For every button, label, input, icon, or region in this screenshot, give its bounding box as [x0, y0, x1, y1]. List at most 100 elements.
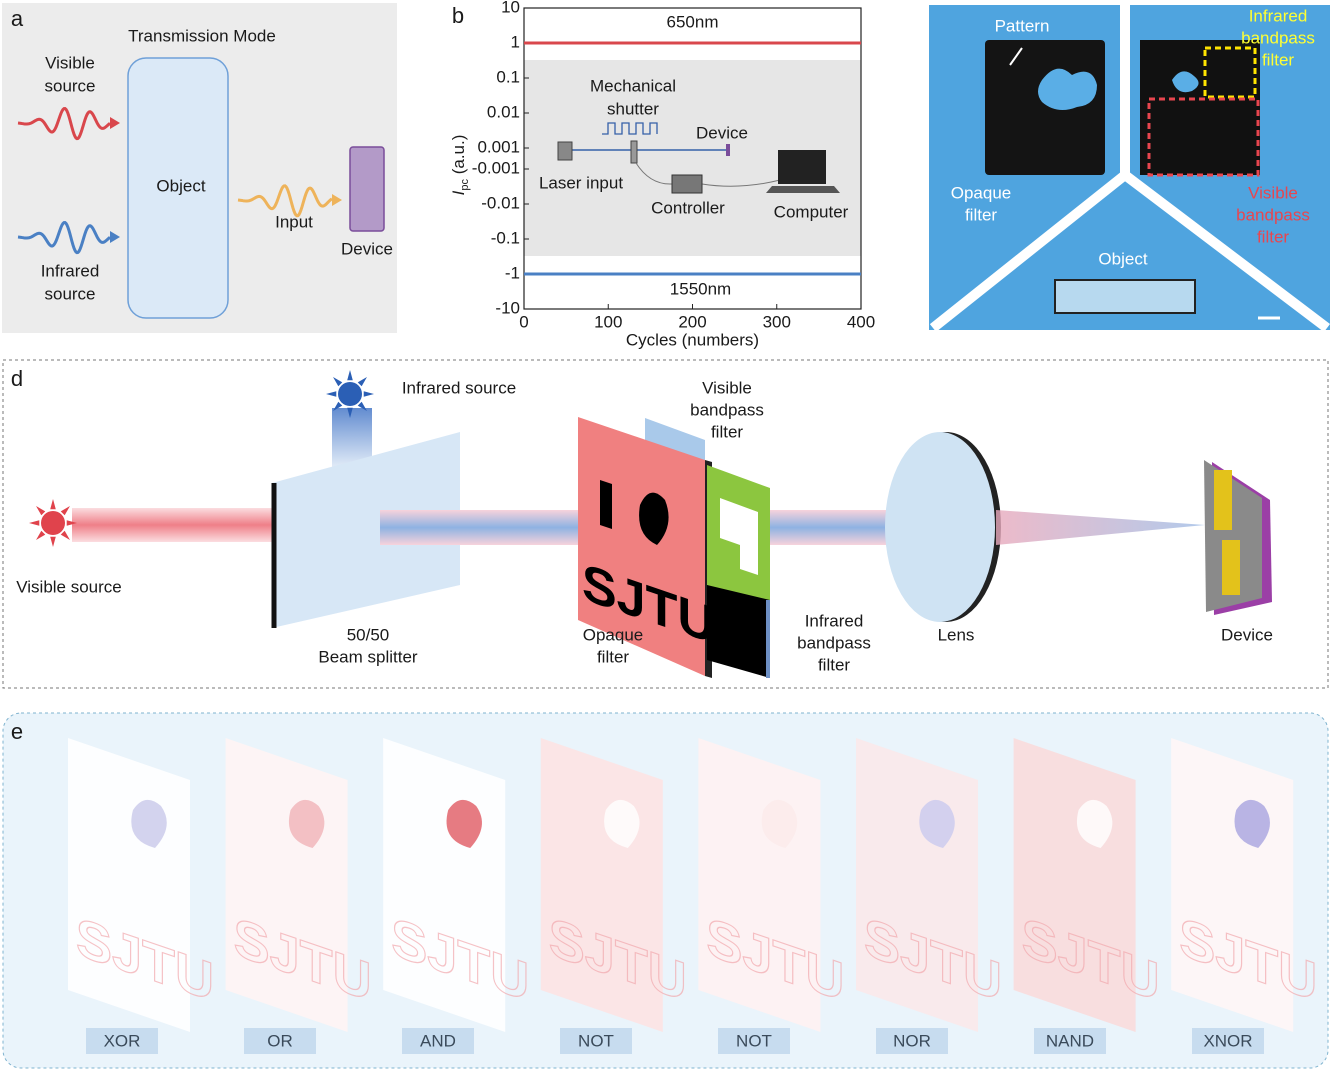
bandpass-filter-photo: [1140, 40, 1260, 175]
y-tick-label: 1: [511, 32, 520, 51]
y-tick-label: -0.01: [481, 193, 520, 212]
sun-ray: [60, 530, 70, 540]
sun-ray: [36, 530, 46, 540]
panel-label: e: [11, 719, 23, 744]
input-label: Input: [275, 212, 313, 231]
inset-label: shutter: [607, 99, 659, 118]
gate-label: OR: [267, 1031, 293, 1050]
source-label: source: [44, 76, 95, 95]
sun: [41, 511, 65, 535]
panel-label: d: [11, 366, 23, 391]
gate-box: [718, 1028, 790, 1054]
gate-box: [244, 1028, 316, 1054]
photo-label: bandpass: [1241, 28, 1315, 47]
source-label: Visible: [45, 53, 95, 72]
sun-ray: [363, 391, 374, 397]
device-electrode: [1214, 470, 1232, 530]
panel-title: Transmission Mode: [128, 26, 276, 45]
sun-ray: [36, 506, 46, 516]
shutter-pulses: [602, 122, 658, 135]
component-label: Device: [1221, 625, 1273, 644]
pattern-bar: [600, 480, 612, 530]
x-axis-title: Cycles (numbers): [626, 330, 759, 349]
sun-ray: [347, 407, 353, 418]
inset-label: Laser input: [539, 173, 623, 192]
sun-ray: [60, 506, 70, 516]
series-label: 1550nm: [670, 279, 731, 298]
photo-label: Opaque: [951, 183, 1012, 202]
photo-label: Pattern: [995, 16, 1050, 35]
result-heart: [446, 799, 482, 848]
gate-label: AND: [420, 1031, 456, 1050]
sun-ray: [326, 391, 337, 397]
gate-box: [1034, 1028, 1106, 1054]
gate-label: NAND: [1046, 1031, 1094, 1050]
inset-label: Mechanical: [590, 76, 676, 95]
gate-box: [876, 1028, 948, 1054]
panel-label: b: [452, 3, 464, 28]
laptop-screen: [778, 150, 826, 184]
y-axis-title-part: I: [449, 190, 468, 195]
series-label: 650nm: [667, 12, 719, 31]
x-tick-label: 400: [847, 312, 875, 331]
y-tick-label: 10: [501, 0, 520, 16]
result-heart: [131, 799, 167, 848]
inset-label: Computer: [774, 202, 849, 221]
object-photo: [1054, 279, 1196, 314]
sun-ray: [66, 520, 77, 526]
sun: [338, 382, 362, 406]
component-label: filter: [597, 647, 629, 666]
gate-label: XOR: [104, 1031, 141, 1050]
inset-label: Controller: [651, 198, 725, 217]
visible-wave-head: [110, 117, 120, 129]
cable: [635, 162, 781, 187]
y-axis-title: Ipc (a.u.): [449, 135, 470, 196]
component-label: filter: [818, 655, 850, 674]
green-cutout: [720, 498, 758, 575]
component-label: Infrared: [805, 611, 864, 630]
ir-filter: [707, 585, 770, 678]
inset-label: Device: [696, 123, 748, 142]
photo-label: filter: [1257, 227, 1289, 246]
x-tick-label: 0: [519, 312, 528, 331]
y-tick-label: -0.001: [472, 158, 520, 177]
y-tick-label: 0.01: [487, 102, 520, 121]
input-wave: [237, 184, 333, 218]
y-tick-label: -10: [495, 298, 520, 317]
device-label: Device: [341, 239, 393, 258]
sun-ray: [357, 401, 367, 411]
object-label: Object: [156, 176, 205, 195]
component-label: Infrared source: [402, 378, 516, 397]
x-tick-label: 100: [594, 312, 622, 331]
opaque-filter-photo: [985, 40, 1105, 175]
heart-hole: [1172, 71, 1199, 93]
component-label: Visible source: [16, 577, 122, 596]
gate-box: [1192, 1028, 1264, 1054]
y-tick-label: 0.001: [477, 137, 520, 156]
heart-hole: [1038, 68, 1097, 111]
gate-label: NOR: [893, 1031, 931, 1050]
opaque-filter: [578, 417, 705, 676]
photo-label: Infrared: [1249, 6, 1308, 25]
y-axis-title-part: (a.u.): [449, 135, 468, 179]
object-box: [127, 57, 229, 319]
sun-ray: [50, 499, 56, 510]
y-tick-label: -0.1: [491, 228, 520, 247]
controller: [671, 174, 703, 194]
laser: [557, 141, 573, 161]
y-axis-title-part: pc: [459, 179, 471, 191]
photo-label: filter: [1262, 50, 1294, 69]
sun-ray: [29, 520, 40, 526]
sun-ray: [50, 536, 56, 547]
device-electrode: [1222, 540, 1240, 595]
panel-d-frame: [2, 359, 1329, 689]
sun-ray: [347, 370, 353, 381]
component-label: Lens: [938, 625, 975, 644]
result-heart: [1076, 799, 1113, 848]
laptop-base: [766, 186, 840, 193]
component-label: 50/50: [347, 625, 390, 644]
pattern-arrow: [1009, 47, 1023, 66]
result-heart: [604, 799, 640, 848]
panel-label: a: [11, 6, 24, 31]
source-label: Infrared: [41, 261, 100, 280]
